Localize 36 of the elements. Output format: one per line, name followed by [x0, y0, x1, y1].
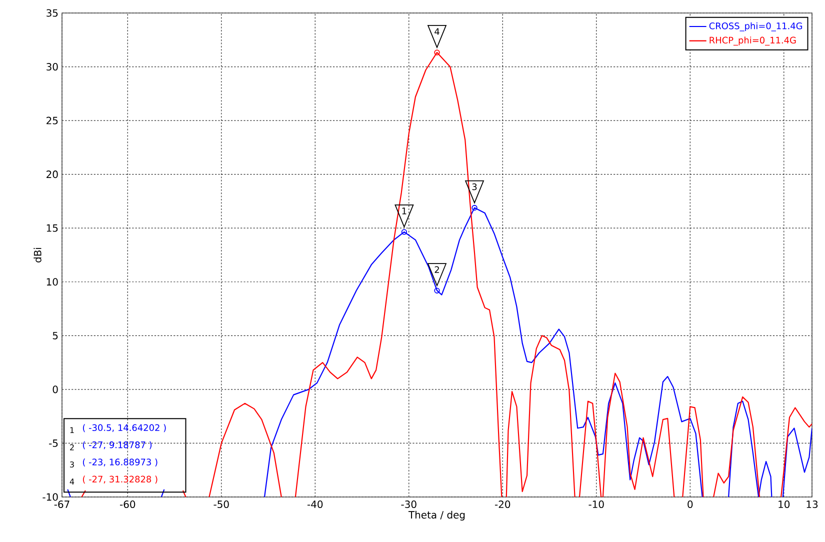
annotation: 3	[472, 183, 477, 190]
x-tick-label: -20	[494, 500, 510, 508]
annotation: 4	[434, 28, 440, 35]
legend-label: RHCP_phi=0_11.4G	[710, 36, 796, 46]
y-tick-label: 35	[46, 9, 58, 17]
y-tick-label: 30	[46, 62, 58, 71]
y-tick-label: 10	[46, 278, 58, 286]
y-tick-label: 25	[46, 116, 58, 124]
x-tick-label: -67	[54, 500, 70, 508]
annotation: 2	[434, 266, 439, 273]
y-tick-label: 20	[46, 170, 58, 178]
y-tick-label: 15	[46, 224, 58, 232]
y-axis-title: dBi	[34, 248, 42, 262]
legend-label: CROSS_phi=0_11.4G	[709, 22, 802, 32]
annotation: ( -23, 16.88973 )	[82, 458, 158, 466]
x-tick-label: -40	[307, 500, 323, 508]
point	[472, 204, 478, 211]
annotation: 1	[402, 208, 406, 214]
annotation: ( -30.5, 14.64202 )	[82, 424, 166, 432]
x-tick-label: 10	[778, 500, 790, 508]
point	[434, 50, 440, 56]
x-tick-label: -30	[401, 500, 416, 508]
y-tick-label: 5	[52, 332, 58, 340]
x-tick-label: 13	[806, 500, 818, 508]
y-tick-label: -5	[49, 440, 58, 447]
annotation: ( -27, 9.18787 )	[82, 441, 152, 450]
y-tick-label: -10	[42, 493, 58, 501]
annotation: ( -27, 31.32828 )	[82, 476, 158, 484]
x-tick-label: 0	[688, 500, 693, 508]
x-tick-label: -60	[120, 500, 136, 508]
point	[401, 229, 408, 235]
y-tick-label: 0	[52, 386, 58, 394]
point	[434, 288, 440, 294]
x-tick-label: -50	[214, 500, 229, 508]
x-tick-label: -10	[588, 500, 604, 508]
x-axis-title: Theta / deg	[408, 510, 465, 521]
